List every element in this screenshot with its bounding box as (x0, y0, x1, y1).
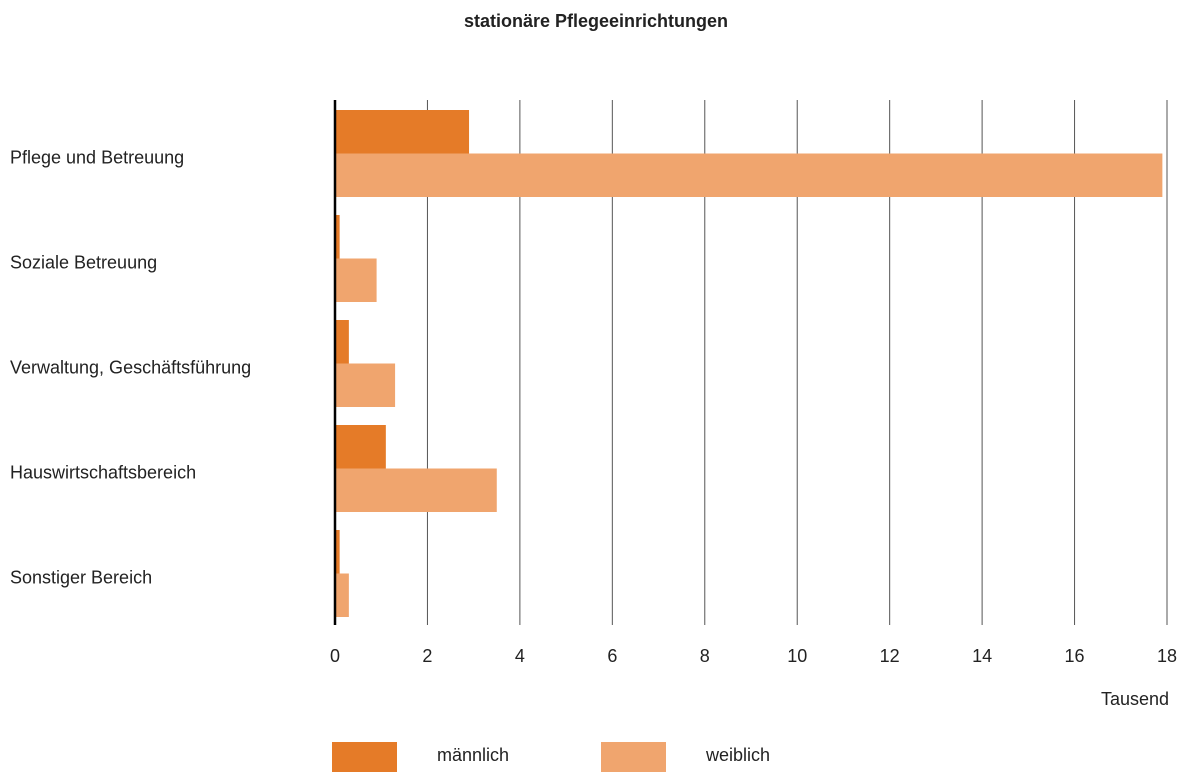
bar (335, 110, 470, 154)
x-tick-label: 2 (422, 646, 432, 666)
x-tick-label: 12 (880, 646, 900, 666)
x-axis-label: Tausend (1101, 689, 1169, 709)
bar (335, 468, 497, 512)
legend-label: männlich (437, 745, 509, 765)
y-tick-label: Hauswirtschaftsbereich (10, 462, 196, 482)
y-tick-label: Sonstiger Bereich (10, 567, 152, 587)
x-tick-label: 16 (1065, 646, 1085, 666)
bar (335, 363, 396, 407)
bar (335, 573, 349, 617)
bar (335, 530, 340, 574)
x-tick-label: 14 (972, 646, 992, 666)
x-tick-label: 10 (787, 646, 807, 666)
legend-swatch (332, 742, 397, 772)
y-tick-label: Verwaltung, Geschäftsführung (10, 357, 251, 377)
bar (335, 320, 349, 364)
legend-swatch (601, 742, 666, 772)
x-tick-label: 0 (330, 646, 340, 666)
y-tick-label: Soziale Betreuung (10, 252, 157, 272)
bar (335, 153, 1163, 197)
bar (335, 425, 386, 469)
legend-label: weiblich (705, 745, 770, 765)
x-tick-label: 6 (607, 646, 617, 666)
x-tick-label: 8 (700, 646, 710, 666)
x-tick-label: 4 (515, 646, 525, 666)
x-tick-label: 18 (1157, 646, 1177, 666)
y-tick-label: Pflege und Betreuung (10, 147, 184, 167)
bar (335, 215, 340, 259)
bar (335, 258, 377, 302)
chart-title: stationäre Pflegeeinrichtungen (464, 11, 728, 31)
